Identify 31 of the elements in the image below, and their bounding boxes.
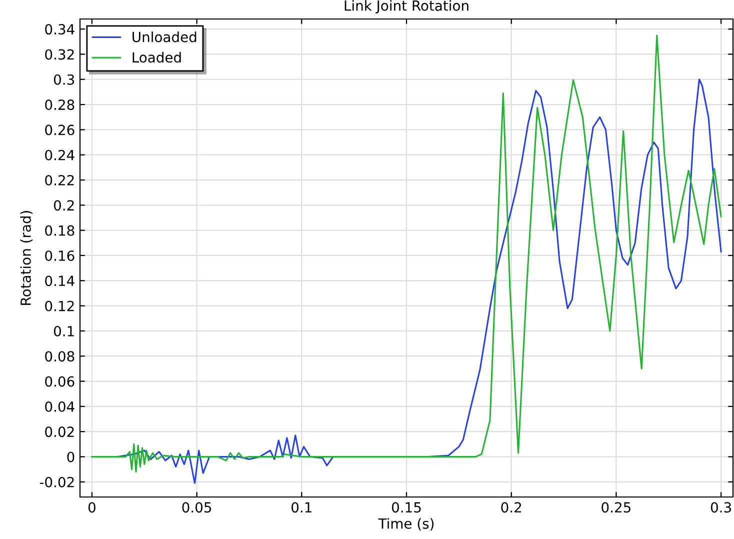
x-tick-label: 0.1: [292, 502, 312, 513]
x-tick-label: 0.05: [182, 502, 212, 513]
x-tick-label: 0.2: [501, 502, 521, 513]
y-tick-label: 0.18: [45, 225, 74, 236]
legend-label: Loaded: [132, 52, 181, 63]
y-tick-label: 0.02: [45, 426, 74, 438]
y-tick-label: 0: [67, 452, 74, 462]
y-tick-label: 0.08: [45, 351, 74, 362]
y-tick-label: 0.1: [54, 326, 74, 336]
x-tick-label: 0.3: [710, 502, 731, 513]
y-tick-label: 0.14: [45, 276, 74, 286]
y-tick-label: 0.34: [45, 24, 74, 35]
x-axis-title: Time (s): [378, 518, 434, 530]
chart-title: Link Joint Rotation: [344, 0, 468, 14]
legend-label: Unloaded: [132, 32, 196, 42]
y-tick-label: 0.22: [45, 174, 74, 186]
y-axis-title: Rotation (rad): [20, 211, 33, 305]
y-tick-label: 0.3: [54, 74, 74, 85]
y-tick-label: 0.28: [45, 100, 74, 110]
y-tick-label: 0.24: [45, 150, 74, 160]
x-tick-label: 0: [88, 502, 96, 513]
y-tick-label: -0.02: [40, 476, 74, 488]
y-tick-label: 0.32: [45, 49, 74, 60]
y-tick-label: 0.16: [45, 250, 74, 261]
y-tick-label: 0.2: [54, 200, 74, 211]
y-tick-label: 0.04: [45, 401, 74, 412]
y-tick-label: 0.12: [45, 300, 74, 312]
x-tick-label: 0.15: [392, 502, 421, 513]
y-tick-label: 0.06: [45, 376, 74, 387]
x-tick-label: 0.25: [602, 502, 630, 513]
y-tick-label: 0.26: [45, 124, 74, 136]
